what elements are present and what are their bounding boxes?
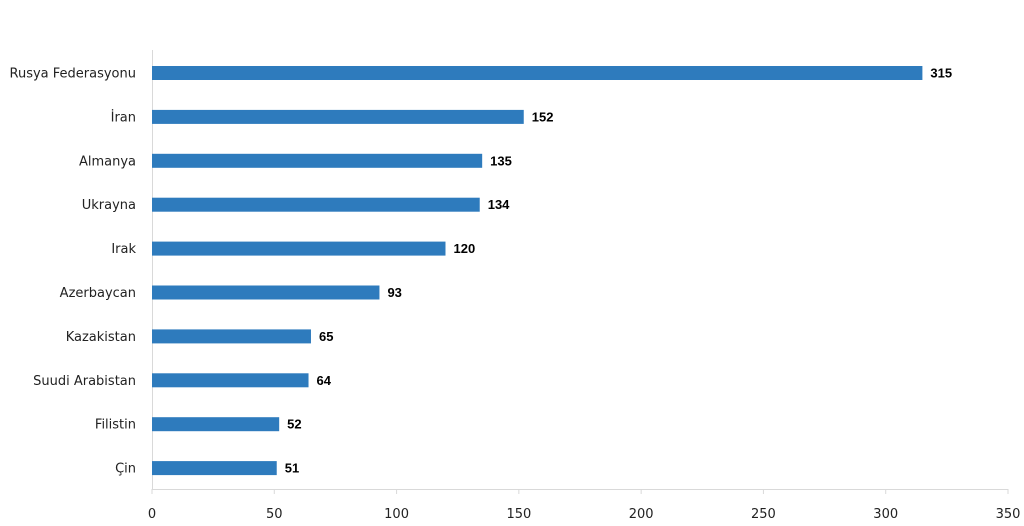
category-label: Azerbaycan (60, 286, 136, 301)
category-label: Ukrayna (82, 198, 136, 213)
bar (152, 241, 446, 256)
x-tick-label: 300 (873, 507, 898, 522)
bar (152, 153, 483, 168)
bar (152, 66, 923, 80)
labels: 0 50 100 150 200 250 300 350 Rusya Federasyonu 31… (10, 66, 1021, 523)
category-label: İran (111, 109, 136, 125)
data-label: 120 (453, 241, 475, 256)
category-label: Suudi Arabistan (33, 374, 136, 389)
bar (152, 417, 280, 432)
x-tick-label: 150 (506, 507, 531, 522)
x-tick-label: 350 (996, 507, 1021, 522)
x-tick-label: 0 (148, 507, 156, 522)
category-label: Çin (115, 462, 136, 477)
bar (152, 461, 277, 476)
data-label: 315 (930, 66, 952, 81)
data-label: 51 (285, 461, 299, 476)
category-label: Filistin (95, 418, 136, 433)
data-label: 93 (387, 285, 401, 300)
x-tick-label: 250 (751, 507, 776, 522)
category-label: Irak (111, 242, 136, 257)
category-label: Almanya (79, 154, 136, 169)
bar (152, 109, 524, 124)
data-label: 65 (319, 329, 333, 344)
data-label: 134 (488, 197, 510, 212)
bar (152, 285, 380, 300)
bar (152, 329, 311, 344)
bar (152, 197, 480, 212)
data-label: 152 (532, 109, 554, 124)
bar (152, 373, 309, 388)
category-label: Rusya Federasyonu (10, 67, 136, 82)
data-label: 135 (490, 153, 512, 168)
data-label: 52 (287, 417, 301, 432)
data-label: 64 (317, 373, 332, 388)
bars (152, 66, 923, 476)
x-tick-label: 200 (629, 507, 654, 522)
x-tick-label: 50 (266, 507, 283, 522)
category-label: Kazakistan (66, 330, 136, 345)
x-tick-label: 100 (384, 507, 409, 522)
